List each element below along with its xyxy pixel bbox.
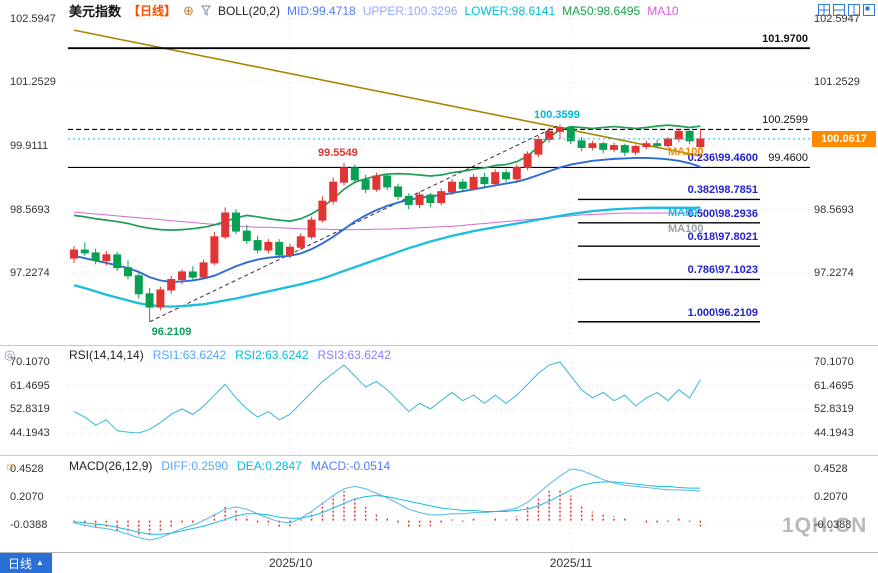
fib-level-label: 0.382\98.7851 (687, 184, 758, 197)
macd-axis-label-right: -0.0388 (814, 518, 852, 531)
macd-diff-line (73, 468, 701, 541)
rsi-axis-label-left: 52.8319 (10, 403, 50, 416)
candlestick-series (70, 124, 705, 322)
date-label: 2025/10 (269, 556, 313, 570)
period-button[interactable]: 日线 ▲ (0, 553, 52, 573)
y-axis-label-left: 99.9111 (10, 140, 49, 152)
fib-level-label: 0.786\97.1023 (687, 264, 758, 277)
funnel-icon (200, 5, 211, 16)
fib-level-label: 0.500\98.2936 (687, 207, 758, 220)
rsi-header: RSI(14,14,14) RSI1:63.6242 RSI2:63.6242 … (69, 348, 391, 362)
macd-header: MACD(26,12,9) DIFF:0.2590 DEA:0.2847 MAC… (69, 459, 391, 473)
rsi-axis-label-left: 44.1943 (10, 427, 50, 439)
macd-axis-label-right: 0.2070 (814, 491, 848, 503)
indicator-settings-icon[interactable] (200, 5, 211, 16)
period-button-label: 日线 (8, 556, 33, 571)
boll-upper-value: UPPER:100.3296 (362, 3, 458, 18)
fib-level-label: 1.000\96.2109 (687, 306, 758, 319)
macd-axis-label-left: 0.4528 (10, 463, 44, 475)
time-axis-bar: 日线 ▲ 2025/10 2025/11 (0, 552, 878, 573)
macd-axis-label-left: 0.2070 (10, 491, 44, 503)
rsi-title[interactable]: RSI(14,14,14) (69, 348, 144, 362)
circle-plus-icon[interactable]: ⊕ (183, 3, 194, 18)
y-axis-label-left: 98.5693 (10, 203, 50, 216)
y-axis-label-right: 98.5693 (814, 203, 854, 216)
fib-level-label: 0.236\99.4600 (687, 152, 758, 165)
ma-tag-label: MA50 (668, 207, 698, 220)
y-axis-label-left: 102.5947 (10, 12, 56, 25)
rsi-line (73, 361, 701, 434)
macd-histogram (73, 488, 702, 536)
chevron-up-icon: ▲ (36, 558, 44, 567)
rsi2-value: RSI2:63.6242 (235, 348, 309, 362)
fib-level-label: 0.618\97.8021 (687, 231, 758, 244)
macd-value: MACD:-0.0514 (310, 459, 391, 473)
layout-columns-icon[interactable] (848, 3, 860, 16)
layout-grid-icon[interactable] (818, 3, 830, 16)
macd-panel-icon[interactable]: ☼ (4, 458, 16, 473)
boll-lower-value: LOWER:98.6141 (464, 3, 556, 18)
layout-toolbar (818, 3, 875, 16)
indicator-name[interactable]: BOLL(20,2) (217, 3, 280, 18)
ma10-label: MA10 (647, 3, 679, 18)
rsi-axis-label-right: 70.1070 (814, 355, 854, 368)
layout-rows-icon[interactable] (833, 3, 845, 16)
rsi3-value: RSI3:63.6242 (317, 348, 391, 362)
price-annotation: 96.2109 (151, 325, 192, 338)
boll-mid-line (73, 156, 701, 283)
macd-dea-value: DEA:0.2847 (237, 459, 302, 473)
price-level-label: 101.9700 (762, 33, 808, 46)
macd-diff-value: DIFF:0.2590 (161, 459, 229, 473)
price-level-label: 100.2599 (762, 114, 808, 127)
rsi-axis-label-right: 52.8319 (814, 403, 854, 416)
boll-mid-value: MID:99.4718 (286, 3, 356, 18)
y-axis-label-right: 97.2274 (814, 267, 854, 280)
y-axis-label-left: 97.2274 (10, 267, 50, 280)
y-axis-label-right: 101.2529 (814, 76, 860, 89)
boll-lower-line (73, 206, 701, 308)
ma-tag-label: MA100 (668, 223, 704, 236)
dashed-trendline (149, 124, 561, 323)
rsi-axis-label-left: 61.4695 (10, 379, 50, 392)
y-axis-label-left: 101.2529 (10, 76, 56, 89)
ma-tag-label: MA100 (668, 146, 704, 159)
price-annotation: 100.3599 (534, 108, 580, 121)
ma50-value: MA50:98.6495 (562, 3, 641, 18)
watermark: 1QH.CN (782, 514, 868, 537)
rsi-panel-icon[interactable]: ◎ (4, 347, 16, 362)
rsi-axis-label-right: 44.1943 (814, 427, 854, 439)
rsi1-value: RSI1:63.6242 (152, 348, 227, 362)
ma-slow-line (73, 211, 701, 231)
gold-trendline (73, 29, 701, 157)
macd-axis-label-right: 0.4528 (814, 463, 848, 475)
date-label: 2025/11 (549, 556, 593, 570)
macd-dea-line (73, 481, 701, 535)
rsi-axis-label-right: 61.4695 (814, 379, 854, 392)
rsi-axis-label-left: 70.1070 (10, 355, 50, 368)
price-annotation: 99.5549 (318, 146, 358, 159)
layout-expand-icon[interactable] (863, 3, 875, 16)
price-level-label: 99.4600 (768, 152, 808, 165)
period-tag[interactable]: 【日线】 (128, 4, 177, 18)
main-chart-header: 美元指数 【日线】 ⊕ BOLL(20,2) MID:99.4718 UPPER… (69, 2, 679, 20)
instrument-name[interactable]: 美元指数 (69, 4, 122, 19)
macd-title[interactable]: MACD(26,12,9) (69, 459, 153, 473)
current-price-tag: 100.0617 (812, 130, 876, 147)
macd-axis-label-left: -0.0388 (10, 518, 48, 531)
